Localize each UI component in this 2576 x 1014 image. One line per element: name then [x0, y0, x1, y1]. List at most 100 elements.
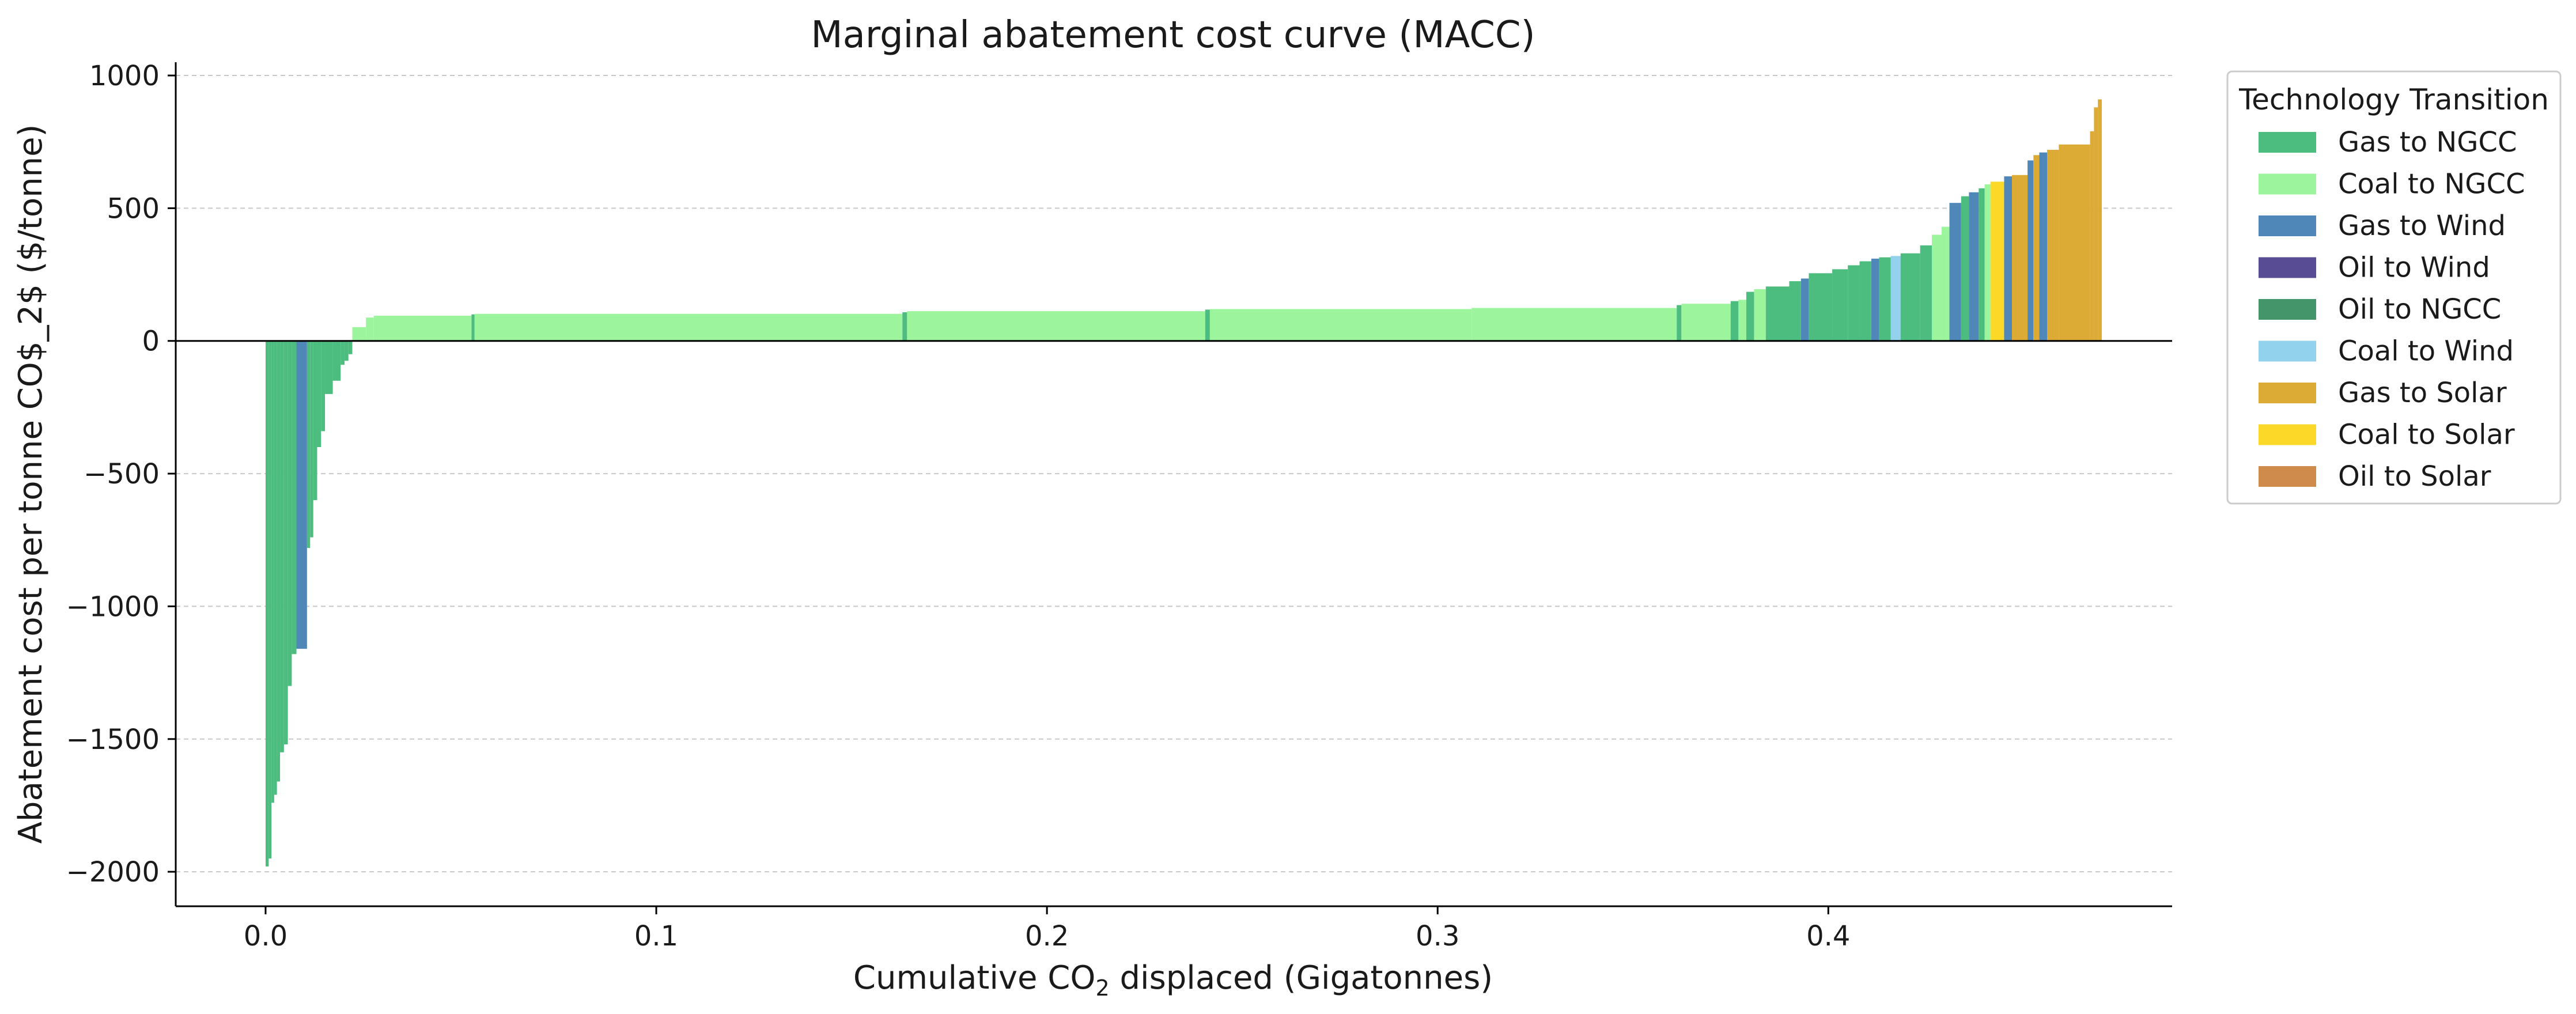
legend-swatch [2259, 132, 2316, 153]
y-axis-ticks: 1000 500 0 −500 −1000 −1500 −2000 [66, 60, 176, 888]
legend-label: Coal to NGCC [2338, 168, 2525, 200]
macc-bar [2059, 144, 2090, 341]
macc-bar [1979, 188, 1985, 341]
macc-bar [1209, 309, 1472, 341]
macc-bar [292, 340, 297, 654]
legend-label: Gas to NGCC [2338, 126, 2517, 158]
macc-bars [265, 99, 2102, 867]
legend-label: Coal to Wind [2338, 335, 2514, 368]
macc-bar [471, 314, 475, 341]
chart-title: Marginal abatement cost curve (MACC) [811, 14, 1535, 56]
macc-bar [1949, 203, 1961, 341]
macc-bar [1800, 278, 1809, 341]
x-tick-label: 0.0 [244, 920, 288, 952]
x-tick-label: 0.2 [1025, 920, 1069, 952]
macc-bar [2098, 99, 2102, 341]
legend-swatch [2259, 424, 2316, 445]
x-tick-label: 0.3 [1416, 920, 1459, 952]
macc-bar [2039, 152, 2048, 341]
macc-bar [1859, 261, 1871, 341]
legend-title: Technology Transition [2238, 83, 2549, 116]
macc-bar [1832, 269, 1848, 341]
macc-bar [2094, 107, 2098, 341]
legend-swatch [2259, 173, 2316, 195]
macc-bar [313, 340, 317, 501]
macc-bar [1809, 273, 1833, 341]
macc-bar [1677, 305, 1682, 341]
macc-bar [1920, 245, 1932, 341]
y-tick-label: −2000 [66, 856, 160, 888]
macc-bar [317, 340, 321, 448]
legend-label: Gas to Solar [2338, 377, 2507, 409]
legend-label: Gas to Wind [2338, 210, 2506, 242]
macc-bar [341, 340, 345, 365]
legend-swatch [2259, 340, 2316, 362]
macc-bar [2027, 160, 2034, 341]
macc-bar [1879, 257, 1891, 341]
legend-swatch [2259, 215, 2316, 236]
macc-bar [271, 340, 274, 803]
macc-bar [1900, 253, 1920, 341]
x-axis-label-prefix: Cumulative CO [853, 959, 1096, 997]
y-gridlines [176, 75, 2172, 873]
macc-bar [1746, 292, 1754, 341]
macc-bar [1754, 289, 1766, 341]
x-tick-label: 0.4 [1806, 920, 1850, 952]
macc-bar [1961, 196, 1969, 341]
macc-bar [277, 340, 281, 782]
macc-bar [1931, 234, 1942, 341]
macc-bar [1871, 258, 1879, 341]
macc-bar [348, 340, 353, 354]
legend: Technology Transition Gas to NGCC Coal to… [2226, 70, 2562, 505]
macc-bar [268, 340, 272, 859]
y-axis-label: Abatement cost per tonne CO$_2$ ($/tonne… [12, 124, 50, 844]
macc-bar [1969, 192, 1979, 341]
macc-bar [274, 340, 277, 795]
y-tick-label: 500 [107, 192, 160, 225]
macc-bar [2047, 150, 2059, 341]
macc-bar [310, 340, 313, 538]
legend-label: Oil to Solar [2338, 460, 2491, 493]
macc-bar [1890, 256, 1901, 341]
legend-label: Coal to Solar [2338, 419, 2515, 451]
macc-bar [2033, 155, 2040, 341]
macc-bar [265, 340, 269, 867]
macc-bar [1941, 226, 1950, 341]
x-axis-label-subscript: 2 [1095, 975, 1109, 1001]
macc-bar [2004, 176, 2012, 341]
macc-bar [2011, 175, 2028, 341]
macc-bar [1984, 184, 1991, 341]
legend-swatch [2259, 299, 2316, 320]
macc-bar [332, 340, 341, 381]
legend-swatch [2259, 383, 2316, 403]
macc-bar [902, 312, 907, 341]
macc-bar [1205, 309, 1210, 341]
macc-bar [366, 317, 374, 341]
macc-bar [307, 340, 311, 548]
macc-bar [1789, 281, 1801, 341]
legend-label: Oil to NGCC [2338, 293, 2501, 326]
legend-swatch [2259, 257, 2316, 278]
macc-bar [1738, 300, 1746, 341]
macc-bar [474, 313, 903, 341]
macc-bar [296, 340, 307, 649]
legend-label: Oil to Wind [2338, 252, 2490, 284]
y-tick-label: 1000 [89, 60, 160, 92]
macc-bar [1848, 265, 1860, 341]
macc-bar [1730, 301, 1739, 341]
legend-swatch [2259, 466, 2316, 487]
macc-bar [344, 340, 349, 361]
x-axis-ticks: 0.0 0.1 0.2 0.3 0.4 [244, 906, 1850, 952]
y-tick-label: −1500 [66, 724, 160, 756]
x-axis-label-suffix: displaced (Gigatonnes) [1110, 959, 1493, 997]
y-tick-label: 0 [142, 326, 160, 358]
macc-bar [280, 340, 284, 752]
y-tick-label: −500 [84, 458, 160, 490]
y-tick-label: −1000 [66, 591, 160, 623]
macc-bar [373, 315, 472, 341]
macc-bar [1472, 308, 1677, 341]
x-tick-label: 0.1 [634, 920, 678, 952]
macc-bar [283, 340, 288, 744]
macc-bar [1681, 304, 1731, 341]
